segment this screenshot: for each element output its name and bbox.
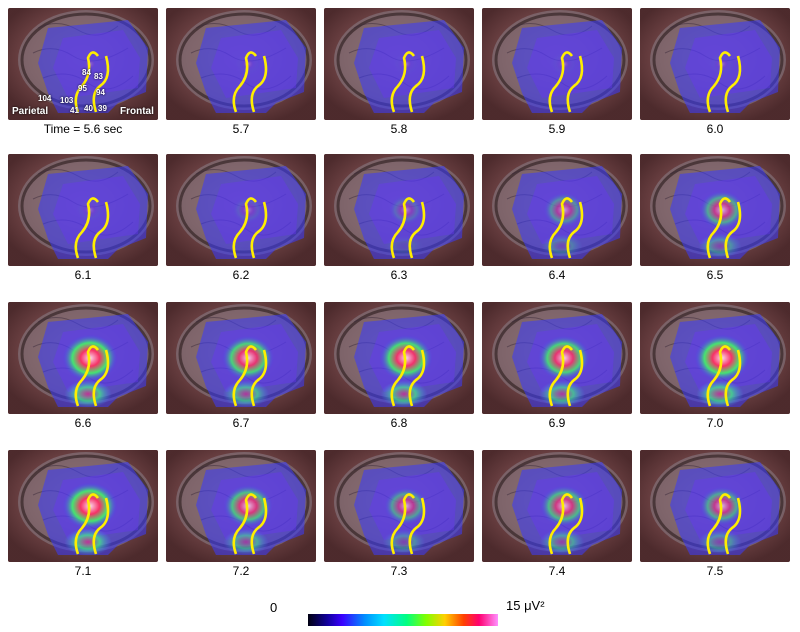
frame-time-label: 6.2	[232, 268, 250, 282]
frame-panel: 7.0	[640, 302, 790, 448]
brain-image	[640, 302, 790, 414]
brain-frame: Parietal Frontal 104 103 95 84 83 94 41 40 39	[8, 8, 158, 120]
frame-time-label: 7.2	[232, 564, 250, 578]
frame-time-label: 6.3	[390, 268, 408, 282]
brain-frame	[8, 302, 158, 414]
brain-frame	[8, 154, 158, 266]
frame-time-label: 5.8	[390, 122, 408, 136]
frame-panel: 7.4	[482, 450, 632, 596]
frame-time-label: 7.3	[390, 564, 408, 578]
frame-time-label: 7.1	[74, 564, 92, 578]
brain-image	[166, 450, 316, 562]
colorbar-max-label: 15 μV²	[506, 598, 545, 613]
frame-time-label: 5.7	[232, 122, 250, 136]
brain-frame	[166, 302, 316, 414]
frame-time-label: 5.9	[548, 122, 566, 136]
frame-panel: 6.4	[482, 154, 632, 300]
frame-panel: 7.3	[324, 450, 474, 596]
brain-image	[324, 154, 474, 266]
brain-image	[8, 302, 158, 414]
frame-panel: 6.7	[166, 302, 316, 448]
brain-image	[8, 450, 158, 562]
frame-panel: 7.5	[640, 450, 790, 596]
frame-panel: 5.9	[482, 8, 632, 154]
frame-panel: 7.2	[166, 450, 316, 596]
frame-panel: 5.8	[324, 8, 474, 154]
brain-image	[640, 154, 790, 266]
frame-time-label: 6.5	[706, 268, 724, 282]
brain-image	[640, 450, 790, 562]
frame-panel: 6.6	[8, 302, 158, 448]
brain-frame	[8, 450, 158, 562]
brain-frame	[640, 8, 790, 120]
brain-frame	[324, 8, 474, 120]
frame-panel: 6.8	[324, 302, 474, 448]
brain-image	[482, 8, 632, 120]
brain-frame	[166, 8, 316, 120]
frame-panel: 6.5	[640, 154, 790, 300]
frame-panel: 5.7	[166, 8, 316, 154]
electrode-label: 103	[60, 96, 74, 105]
electrode-label: 41	[70, 106, 79, 115]
frame-panel: 6.0	[640, 8, 790, 154]
frame-time-label: 6.9	[548, 416, 566, 430]
frame-time-label: 6.6	[74, 416, 92, 430]
frame-time-label: 6.8	[390, 416, 408, 430]
frame-panel: Parietal Frontal 104 103 95 84 83 94 41 40 39 Time …	[8, 8, 158, 154]
frame-time-label: Time = 5.6 sec	[43, 122, 123, 136]
frame-time-label: 6.1	[74, 268, 92, 282]
brain-frame	[640, 302, 790, 414]
frontal-label: Frontal	[120, 106, 154, 117]
brain-image	[482, 302, 632, 414]
brain-frame	[640, 154, 790, 266]
brain-frame	[324, 302, 474, 414]
brain-frame	[166, 450, 316, 562]
frame-time-label: 7.0	[706, 416, 724, 430]
brain-image	[324, 450, 474, 562]
brain-image	[482, 450, 632, 562]
brain-frame	[166, 154, 316, 266]
frame-panel: 6.2	[166, 154, 316, 300]
brain-frame	[324, 450, 474, 562]
electrode-label: 39	[98, 104, 107, 113]
brain-frame	[482, 8, 632, 120]
brain-frame	[324, 154, 474, 266]
brain-image	[8, 154, 158, 266]
frame-time-label: 6.0	[706, 122, 724, 136]
colorbar-gradient	[308, 614, 498, 626]
electrode-label: 104	[38, 94, 52, 103]
frame-time-label: 7.5	[706, 564, 724, 578]
brain-image	[8, 8, 158, 120]
brain-image	[166, 8, 316, 120]
frame-time-label: 6.4	[548, 268, 566, 282]
electrode-label: 83	[94, 72, 103, 81]
electrode-label: 95	[78, 84, 87, 93]
brain-image	[482, 154, 632, 266]
parietal-label: Parietal	[12, 106, 49, 117]
brain-frame	[482, 154, 632, 266]
frame-time-label: 7.4	[548, 564, 566, 578]
frame-time-label: 6.7	[232, 416, 250, 430]
frame-panel: 6.1	[8, 154, 158, 300]
brain-image	[324, 302, 474, 414]
brain-image	[324, 8, 474, 120]
colorbar-min-label: 0	[270, 600, 278, 615]
brain-image	[166, 302, 316, 414]
electrode-label: 84	[82, 68, 91, 77]
electrode-label: 40	[84, 104, 93, 113]
frame-panel: 7.1	[8, 450, 158, 596]
frame-panel: 6.9	[482, 302, 632, 448]
brain-frame	[482, 450, 632, 562]
brain-frame	[482, 302, 632, 414]
frame-grid: Parietal Frontal 104 103 95 84 83 94 41 40 39 Time …	[8, 8, 792, 578]
electrode-label: 94	[96, 88, 105, 97]
brain-image	[640, 8, 790, 120]
brain-frame	[640, 450, 790, 562]
brain-image	[166, 154, 316, 266]
frame-panel: 6.3	[324, 154, 474, 300]
colorbar: 0 15 μV²	[0, 592, 800, 632]
